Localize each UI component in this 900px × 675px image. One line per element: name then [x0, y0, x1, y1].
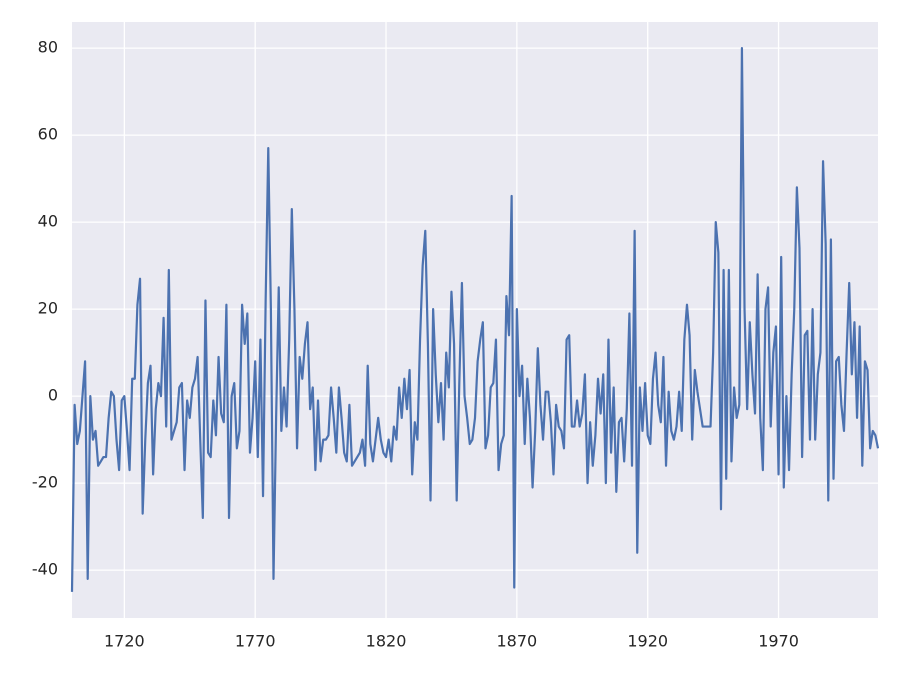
- x-tick-label: 1870: [497, 632, 538, 651]
- y-tick-label: 60: [38, 125, 58, 144]
- x-tick-label: 1820: [366, 632, 407, 651]
- data-line: [70, 47, 880, 592]
- x-tick-label: 1920: [627, 632, 668, 651]
- y-tick-label: 20: [38, 299, 58, 318]
- y-tick-label: 80: [38, 38, 58, 57]
- y-tick-label: 0: [48, 386, 58, 405]
- y-tick-label: -20: [32, 473, 58, 492]
- x-tick-label: 1970: [758, 632, 799, 651]
- x-tick-label: 1720: [104, 632, 145, 651]
- y-tick-label: 40: [38, 212, 58, 231]
- x-tick-label: 1770: [235, 632, 276, 651]
- y-tick-label: -40: [32, 560, 58, 579]
